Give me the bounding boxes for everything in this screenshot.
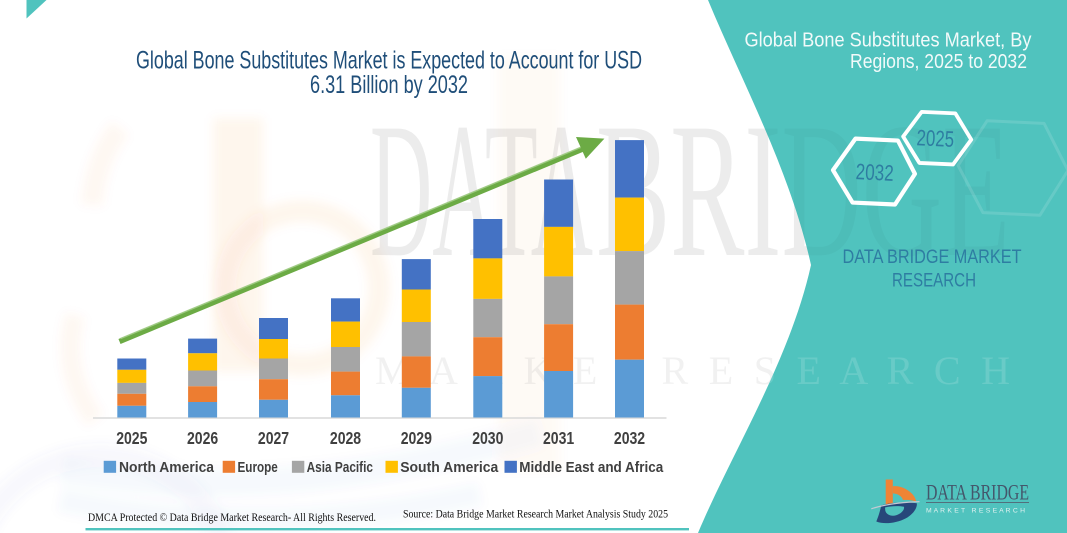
svg-text:DATA BRIDGE MARKET: DATA BRIDGE MARKET [843, 247, 1022, 268]
svg-text:North America: North America [119, 459, 214, 476]
svg-text:2032: 2032 [614, 428, 645, 448]
svg-text:2025: 2025 [916, 125, 955, 152]
svg-text:Global Bone Substitutes Market: Global Bone Substitutes Market is Expect… [136, 47, 642, 74]
svg-text:Global Bone Substitutes Market: Global Bone Substitutes Market, By [745, 28, 1033, 51]
svg-text:2029: 2029 [401, 428, 432, 448]
svg-text:South America: South America [400, 459, 499, 476]
svg-text:Europe: Europe [238, 459, 278, 476]
svg-text:M A R K E T R E S E A R C H: M A R K E T R E S E A R C H [926, 507, 1025, 514]
svg-text:Asia Pacific: Asia Pacific [307, 459, 373, 476]
svg-text:6.31 Billion by 2032: 6.31 Billion by 2032 [310, 72, 468, 99]
svg-text:2030: 2030 [472, 428, 503, 448]
svg-text:DMCA Protected © Data Bridge M: DMCA Protected © Data Bridge Market Rese… [88, 510, 376, 524]
svg-text:2028: 2028 [330, 428, 361, 448]
svg-text:Source: Data Bridge Market Res: Source: Data Bridge Market Research Mark… [403, 506, 668, 520]
svg-text:Middle East and Africa: Middle East and Africa [519, 459, 663, 476]
svg-text:2026: 2026 [187, 428, 218, 448]
svg-text:2031: 2031 [543, 428, 574, 448]
svg-text:2025: 2025 [116, 428, 147, 448]
svg-text:2032: 2032 [855, 159, 894, 186]
svg-text:2027: 2027 [258, 428, 289, 448]
svg-text:Regions, 2025 to 2032: Regions, 2025 to 2032 [850, 50, 1027, 73]
svg-text:RESEARCH: RESEARCH [892, 271, 976, 292]
svg-text:DATA BRIDGE: DATA BRIDGE [926, 480, 1029, 505]
